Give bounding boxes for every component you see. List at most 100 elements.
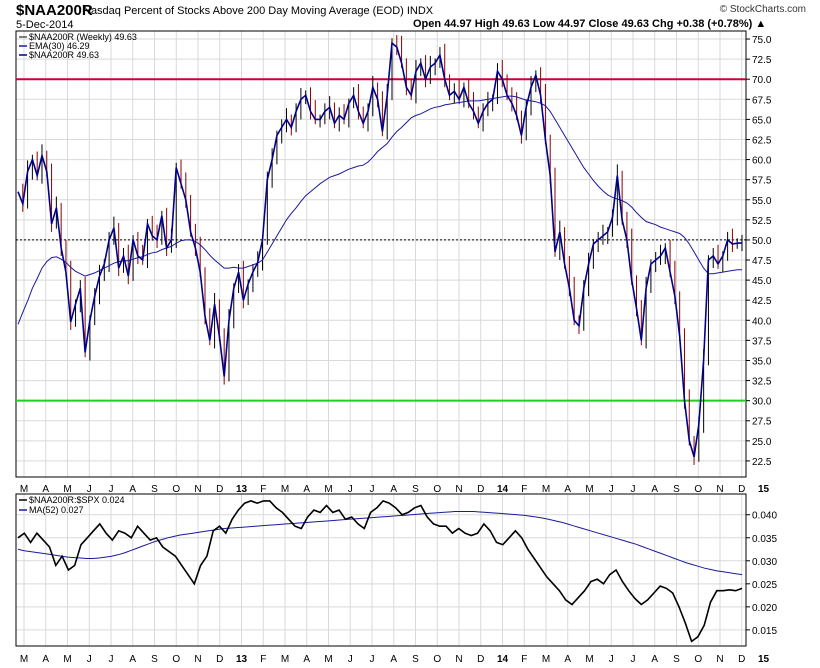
symbol-title: $NAA200R bbox=[16, 2, 93, 19]
main-x-tick-label: 15 bbox=[758, 484, 770, 495]
main-y-tick-label: 47.5 bbox=[752, 256, 772, 267]
main-y-tick-label: 22.5 bbox=[752, 457, 772, 468]
main-x-tick-label: J bbox=[109, 484, 114, 495]
ratio-y-tick-label: 0.030 bbox=[752, 557, 777, 568]
main-y-tick-label: 25.0 bbox=[752, 437, 772, 448]
bottom-x-tick-label: M bbox=[63, 654, 71, 665]
main-y-tick-label: 40.0 bbox=[752, 316, 772, 327]
bottom-x-tick-label: O bbox=[694, 654, 702, 665]
main-x-tick-label: D bbox=[477, 484, 484, 495]
main-x-tick-label: N bbox=[194, 484, 201, 495]
main-x-tick-label: J bbox=[631, 484, 636, 495]
bottom-x-tick-label: J bbox=[631, 654, 636, 665]
bottom-x-tick-label: A bbox=[390, 654, 397, 665]
main-y-tick-label: 42.5 bbox=[752, 296, 772, 307]
bottom-x-tick-label: J bbox=[370, 654, 375, 665]
chart-description: Nasdaq Percent of Stocks Above 200 Day M… bbox=[83, 5, 434, 17]
ratio-panel-frame bbox=[15, 493, 747, 647]
brand-watermark: © StockCharts.com bbox=[719, 4, 806, 15]
bottom-x-tick-label: M bbox=[542, 654, 550, 665]
main-x-tick-label: A bbox=[390, 484, 397, 495]
main-x-tick-label: J bbox=[609, 484, 614, 495]
main-x-tick-label: J bbox=[370, 484, 375, 495]
bottom-x-tick-label: O bbox=[172, 654, 180, 665]
bottom-x-tick-label: D bbox=[738, 654, 745, 665]
main-y-tick-label: 75.0 bbox=[752, 35, 772, 46]
main-y-tick-label: 52.5 bbox=[752, 216, 772, 227]
bottom-x-tick-label: S bbox=[673, 654, 680, 665]
bottom-x-tick-label: 13 bbox=[236, 654, 248, 665]
bottom-x-tick-label: N bbox=[455, 654, 462, 665]
main-x-tick-label: A bbox=[651, 484, 658, 495]
main-y-tick-label: 55.0 bbox=[752, 196, 772, 207]
bottom-x-tick-label: M bbox=[585, 654, 593, 665]
bottom-x-tick-label: N bbox=[716, 654, 723, 665]
bottom-x-tick-label: 14 bbox=[497, 654, 509, 665]
main-x-tick-label: J bbox=[87, 484, 92, 495]
bottom-x-tick-label: N bbox=[194, 654, 201, 665]
ohlc-summary: Open 44.97 High 49.63 Low 44.97 Close 49… bbox=[413, 18, 767, 30]
bottom-x-tick-label: M bbox=[281, 654, 289, 665]
price-line bbox=[17, 41, 743, 458]
bottom-x-tick-label: A bbox=[42, 654, 49, 665]
main-x-tick-label: 13 bbox=[236, 484, 248, 495]
ratio-legend-entry: MA(52) 0.027 bbox=[29, 505, 84, 515]
main-x-tick-label: N bbox=[716, 484, 723, 495]
main-panel-frame bbox=[15, 30, 747, 478]
main-legend-entry: $NAA200R 49.63 bbox=[29, 50, 99, 60]
ratio-ma-line bbox=[17, 511, 743, 576]
bottom-x-tick-label: J bbox=[609, 654, 614, 665]
main-y-tick-label: 30.0 bbox=[752, 397, 772, 408]
bottom-x-tick-label: A bbox=[651, 654, 658, 665]
bottom-x-tick-label: M bbox=[324, 654, 332, 665]
bottom-x-tick-label: S bbox=[412, 654, 419, 665]
main-y-tick-label: 45.0 bbox=[752, 276, 772, 287]
bottom-x-tick-label: A bbox=[303, 654, 310, 665]
bottom-x-tick-label: M bbox=[20, 654, 28, 665]
bottom-x-tick-label: J bbox=[87, 654, 92, 665]
main-x-tick-label: M bbox=[63, 484, 71, 495]
main-x-tick-label: N bbox=[455, 484, 462, 495]
ratio-y-tick-label: 0.040 bbox=[752, 511, 777, 522]
main-x-tick-label: O bbox=[433, 484, 441, 495]
main-x-tick-label: O bbox=[172, 484, 180, 495]
main-grid bbox=[16, 31, 746, 477]
ratio-y-tick-label: 0.025 bbox=[752, 580, 777, 591]
ratio-y-tick-label: 0.020 bbox=[752, 603, 777, 614]
bottom-x-tick-label: 15 bbox=[758, 654, 770, 665]
main-y-tick-label: 37.5 bbox=[752, 336, 772, 347]
main-x-tick-label: M bbox=[20, 484, 28, 495]
main-y-tick-label: 67.5 bbox=[752, 95, 772, 106]
main-x-tick-label: M bbox=[281, 484, 289, 495]
main-x-tick-label: A bbox=[129, 484, 136, 495]
main-x-tick-label: M bbox=[324, 484, 332, 495]
main-y-tick-label: 60.0 bbox=[752, 156, 772, 167]
main-y-tick-label: 32.5 bbox=[752, 377, 772, 388]
main-y-tick-label: 57.5 bbox=[752, 176, 772, 187]
main-y-tick-label: 70.0 bbox=[752, 75, 772, 86]
bottom-x-tick-label: J bbox=[348, 654, 353, 665]
main-x-tick-label: A bbox=[42, 484, 49, 495]
bottom-x-tick-label: A bbox=[129, 654, 136, 665]
bottom-x-tick-label: A bbox=[564, 654, 571, 665]
ratio-y-axis: 0.040 0.035 0.030 0.025 0.020 0.015 bbox=[746, 511, 777, 637]
main-y-tick-label: 27.5 bbox=[752, 417, 772, 428]
main-x-tick-label: J bbox=[348, 484, 353, 495]
ratio-line bbox=[17, 499, 743, 643]
ratio-series bbox=[17, 499, 743, 643]
main-x-tick-label: D bbox=[216, 484, 223, 495]
main-x-tick-label: O bbox=[694, 484, 702, 495]
main-x-tick-label: F bbox=[521, 484, 527, 495]
bottom-x-tick-label: S bbox=[151, 654, 158, 665]
main-y-tick-label: 50.0 bbox=[752, 236, 772, 247]
chart-date: 5-Dec-2014 bbox=[16, 19, 74, 31]
main-x-tick-label: 14 bbox=[497, 484, 509, 495]
main-legend-entry: $NAA200R (Weekly) 49.63 bbox=[29, 32, 137, 42]
main-y-axis: 75.0 72.5 70.0 67.5 65.0 62.5 60.0 57.5 55.0 52.5… bbox=[746, 35, 772, 468]
bottom-x-tick-label: F bbox=[521, 654, 527, 665]
main-y-tick-label: 35.0 bbox=[752, 356, 772, 367]
main-x-tick-label: S bbox=[151, 484, 158, 495]
